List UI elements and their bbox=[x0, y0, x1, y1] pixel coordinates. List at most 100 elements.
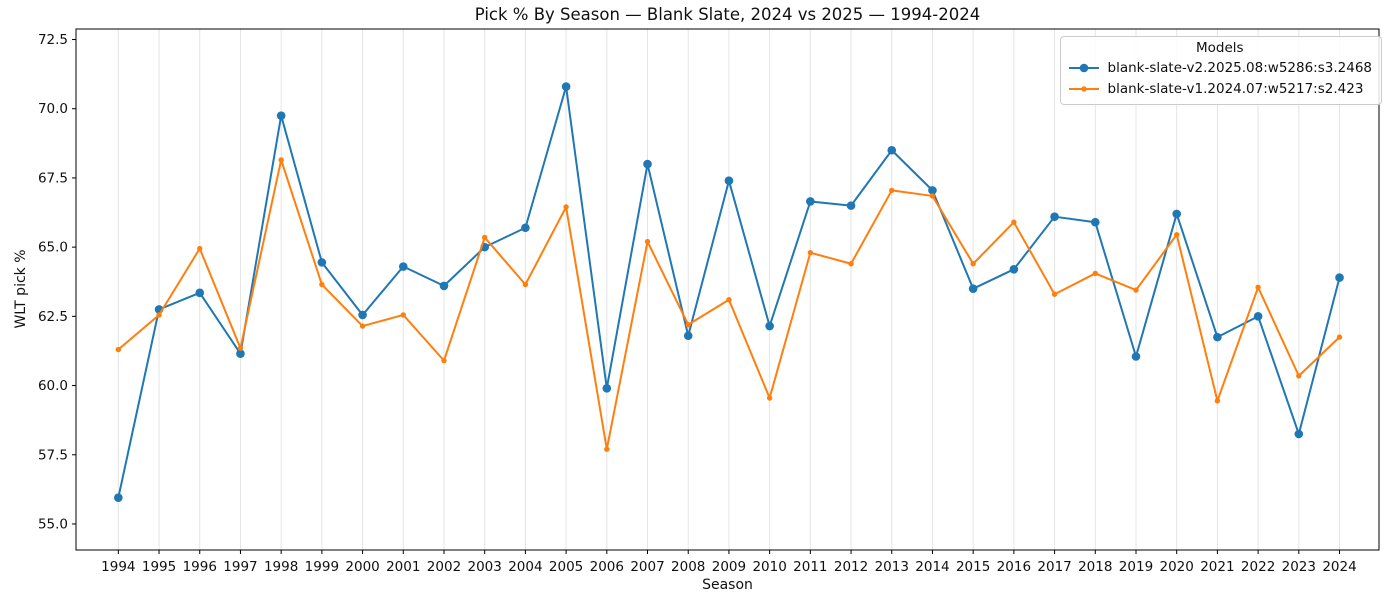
data-point-marker bbox=[317, 258, 327, 267]
data-point-marker bbox=[197, 245, 203, 252]
data-point-marker bbox=[1296, 373, 1302, 379]
data-point-marker bbox=[1011, 219, 1017, 225]
x-tick-label: 2003 bbox=[468, 559, 502, 575]
x-tick-label: 2009 bbox=[712, 559, 746, 575]
data-point-marker bbox=[1090, 217, 1100, 227]
data-point-marker bbox=[929, 193, 936, 199]
x-tick-label: 2014 bbox=[915, 559, 949, 575]
x-tick-label: 2021 bbox=[1200, 559, 1234, 575]
axes-spines bbox=[75, 28, 1380, 551]
data-point-marker bbox=[276, 111, 286, 120]
data-point-marker bbox=[1009, 264, 1019, 274]
x-tick-label: 2012 bbox=[834, 559, 868, 575]
data-point-marker bbox=[766, 395, 773, 401]
data-point-marker bbox=[1294, 429, 1304, 439]
data-point-marker bbox=[522, 281, 529, 288]
x-axis-ticks: 1994 1995 1996 1997 1998 1999 2000 2001 2002 2003… bbox=[101, 550, 1357, 575]
data-point-marker bbox=[765, 321, 774, 331]
data-point-marker bbox=[968, 284, 978, 293]
x-tick-label: 2023 bbox=[1282, 559, 1316, 575]
data-point-marker bbox=[400, 312, 406, 318]
data-point-marker bbox=[1335, 273, 1344, 282]
x-tick-label: 2005 bbox=[549, 559, 583, 575]
y-axis-ticks: 55.0 57.5 60.0 62.5 65.0 67.5 70.0 72.5 bbox=[38, 32, 76, 532]
data-point-marker bbox=[359, 323, 366, 329]
data-point-marker bbox=[1253, 312, 1263, 321]
data-point-marker bbox=[1051, 291, 1058, 297]
data-point-marker bbox=[846, 201, 856, 210]
y-tick-label: 70.0 bbox=[38, 101, 68, 117]
data-point-marker bbox=[1173, 231, 1180, 238]
x-tick-label: 2010 bbox=[752, 559, 786, 575]
x-tick-label: 2018 bbox=[1078, 559, 1112, 575]
data-point-marker bbox=[889, 187, 895, 194]
data-point-marker bbox=[561, 82, 571, 91]
x-tick-label: 2022 bbox=[1241, 559, 1275, 575]
data-point-marker bbox=[358, 310, 367, 320]
data-point-marker bbox=[726, 297, 732, 303]
legend: Models blank-slate-v2.2025.08:w5286:s3.2… bbox=[1059, 36, 1382, 105]
y-tick-label: 60.0 bbox=[38, 378, 68, 394]
gridlines bbox=[117, 29, 1341, 550]
x-tick-label: 2019 bbox=[1119, 559, 1153, 575]
data-point-marker bbox=[1214, 398, 1221, 404]
data-point-marker bbox=[928, 186, 937, 195]
x-tick-label: 2020 bbox=[1160, 559, 1194, 575]
data-point-marker bbox=[644, 238, 651, 245]
x-tick-label: 1997 bbox=[223, 559, 257, 575]
legend-title: Models bbox=[1195, 40, 1244, 56]
y-tick-label: 67.5 bbox=[38, 170, 68, 186]
data-point-marker bbox=[1050, 212, 1059, 221]
y-tick-label: 55.0 bbox=[38, 516, 68, 532]
data-point-marker bbox=[563, 204, 569, 210]
data-point-marker bbox=[398, 262, 408, 271]
data-point-marker bbox=[1172, 209, 1181, 219]
chart-title: Pick % By Season — Blank Slate, 2024 vs … bbox=[474, 5, 981, 24]
series-1 bbox=[115, 157, 1343, 452]
data-point-marker bbox=[806, 197, 815, 206]
data-point-marker bbox=[685, 321, 691, 328]
data-point-marker bbox=[439, 281, 449, 291]
x-tick-label: 2016 bbox=[997, 559, 1031, 575]
data-point-marker bbox=[1092, 270, 1098, 277]
y-tick-label: 65.0 bbox=[38, 240, 68, 256]
legend-label-v2: blank-slate-v2.2025.08:w5286:s3.2468 bbox=[1107, 59, 1372, 76]
legend-entry-v1: blank-slate-v1.2024.07:w5217:s2.423 bbox=[1068, 78, 1372, 99]
x-tick-label: 1994 bbox=[101, 559, 135, 575]
y-tick-label: 62.5 bbox=[38, 309, 68, 325]
x-tick-label: 2004 bbox=[508, 559, 542, 575]
x-tick-label: 2008 bbox=[671, 559, 705, 575]
legend-line-marker-icon bbox=[1068, 63, 1099, 72]
data-point-marker bbox=[643, 159, 652, 169]
x-tick-label: 2011 bbox=[793, 559, 827, 575]
data-point-marker bbox=[724, 176, 734, 186]
legend-entry-v2: blank-slate-v2.2025.08:w5286:s3.2468 bbox=[1068, 57, 1372, 78]
x-tick-label: 2006 bbox=[590, 559, 624, 575]
data-point-marker bbox=[1133, 287, 1139, 293]
data-point-marker bbox=[887, 145, 897, 155]
x-axis-label: Season bbox=[702, 577, 753, 593]
data-point-marker bbox=[970, 261, 976, 267]
data-point-marker bbox=[1336, 334, 1343, 340]
data-point-marker bbox=[319, 281, 325, 288]
data-point-marker bbox=[195, 288, 205, 298]
data-point-marker bbox=[237, 345, 244, 351]
legend-line-marker-icon bbox=[1068, 85, 1099, 92]
x-tick-label: 2017 bbox=[1037, 559, 1071, 575]
data-point-marker bbox=[114, 493, 123, 502]
legend-label-v1: blank-slate-v1.2024.07:w5217:s2.423 bbox=[1107, 80, 1364, 97]
x-tick-label: 1999 bbox=[305, 559, 339, 575]
data-point-marker bbox=[1255, 284, 1261, 290]
data-point-marker bbox=[848, 261, 854, 267]
data-point-marker bbox=[156, 312, 162, 318]
data-point-marker bbox=[521, 223, 530, 233]
x-tick-label: 2007 bbox=[630, 559, 664, 575]
y-tick-label: 72.5 bbox=[38, 32, 68, 48]
x-tick-label: 2001 bbox=[386, 559, 420, 575]
x-tick-label: 2000 bbox=[345, 559, 379, 575]
series-0 bbox=[114, 82, 1344, 502]
data-point-marker bbox=[115, 346, 122, 353]
x-tick-label: 2024 bbox=[1322, 559, 1356, 575]
